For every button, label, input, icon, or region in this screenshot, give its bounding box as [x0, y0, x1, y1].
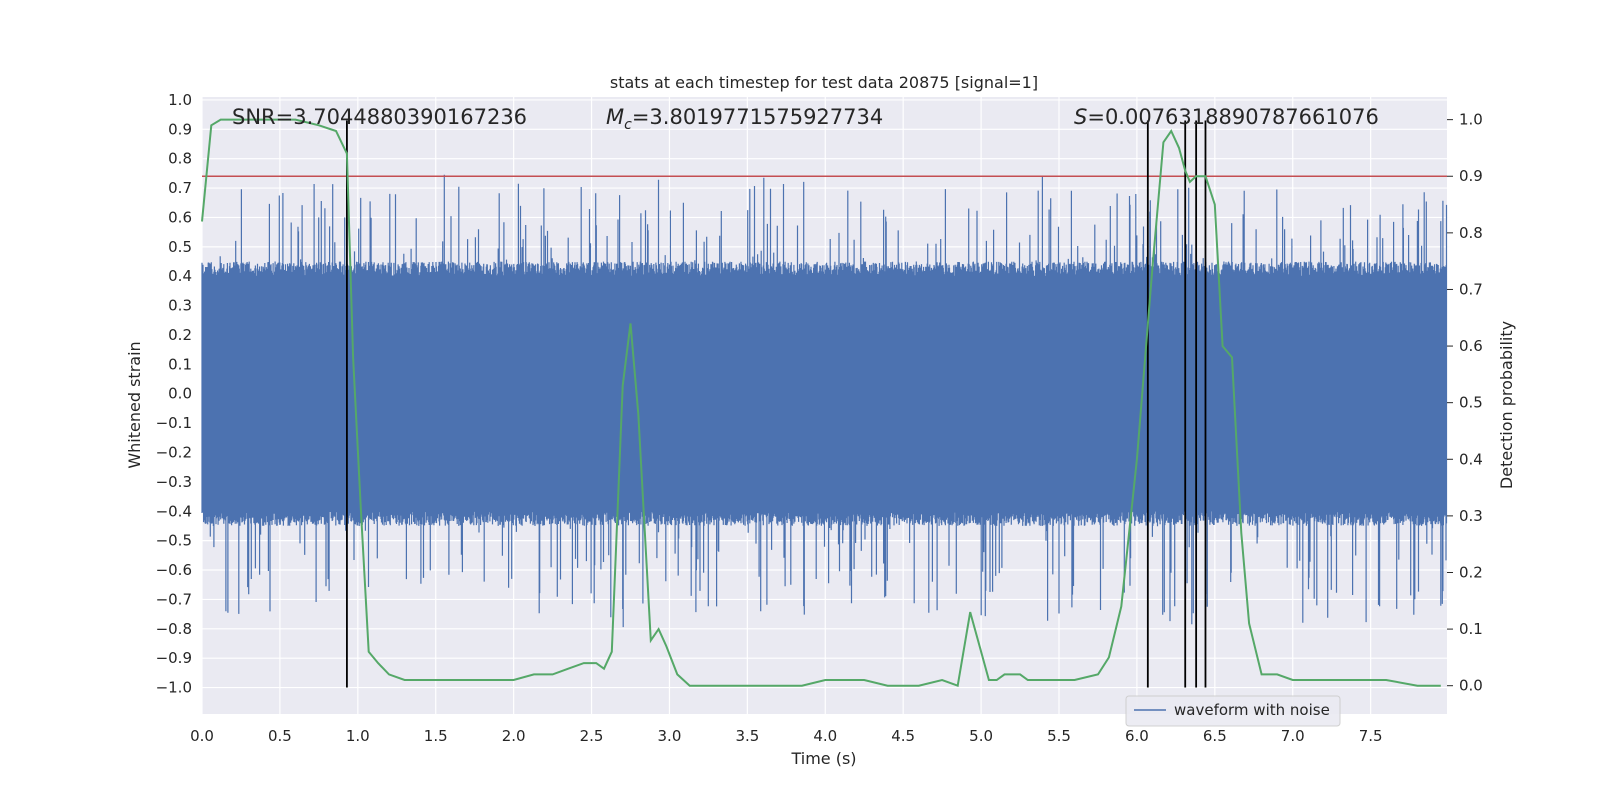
s-symbol: S [1074, 105, 1087, 129]
x-tick-label: 2.0 [502, 727, 526, 745]
y-left-tick-label: −0.7 [156, 590, 192, 608]
x-axis-ticks: 0.0 0.5 1.0 1.5 2.0 2.5 3.0 3.5 4.0 4.5 5.0 5.5 6.0 6… [190, 727, 1383, 745]
x-tick-label: 6.0 [1125, 727, 1149, 745]
y-left-axis-ticks: 1.0 0.9 0.8 0.7 0.6 0.5 0.4 0.3 0.2 0.1 0.0 −0.1 −0.… [156, 91, 192, 697]
y-left-tick-label: 0.6 [168, 208, 192, 226]
y-left-tick-label: 0.7 [168, 179, 192, 197]
y-left-tick-label: 0.4 [168, 267, 192, 285]
detection-probability-series [201, 118, 1441, 688]
mc-value: =3.8019771575927734 [632, 105, 883, 129]
x-tick-label: 7.5 [1359, 727, 1383, 745]
y-right-tick-label: 0.4 [1459, 450, 1483, 468]
y-right-tick-label: 0.6 [1459, 337, 1483, 355]
vertical-markers [346, 120, 1207, 688]
y-left-tick-label: −0.4 [156, 502, 192, 520]
y-left-tick-label: −0.3 [156, 473, 192, 491]
y-left-tick-label: 0.9 [168, 120, 192, 138]
mc-subscript: c [624, 117, 632, 133]
y-left-tick-label: 0.0 [168, 385, 192, 403]
y-left-tick-label: 0.1 [168, 355, 192, 373]
x-axis-label: Time (s) [790, 749, 856, 768]
chart-title: stats at each timestep for test data 208… [610, 73, 1038, 92]
y-right-tick-label: 0.7 [1459, 280, 1483, 298]
y-right-axis-label: Detection probability [1497, 321, 1516, 489]
legend: waveform with noise [1125, 695, 1341, 727]
y-right-tick-label: 0.0 [1459, 677, 1483, 695]
y-right-tick-label: 0.3 [1459, 507, 1483, 525]
y-left-tick-label: 1.0 [168, 91, 192, 109]
x-tick-label: 7.0 [1281, 727, 1305, 745]
y-left-tick-label: −0.2 [156, 444, 192, 462]
mc-symbol: M [606, 105, 624, 129]
mc-annotation: Mc=3.8019771575927734 [606, 105, 883, 133]
y-left-tick-label: −0.8 [156, 620, 192, 638]
x-tick-label: 5.5 [1047, 727, 1071, 745]
y-right-tick-label: 0.1 [1459, 620, 1483, 638]
s-value: =0.007631889078766107​6 [1087, 105, 1379, 129]
x-tick-label: 1.5 [424, 727, 448, 745]
x-tick-label: 0.0 [190, 727, 214, 745]
y-right-tick-label: 1.0 [1459, 111, 1483, 129]
y-left-tick-label: −0.6 [156, 561, 192, 579]
y-left-tick-label: −0.9 [156, 649, 192, 667]
x-tick-label: 6.5 [1203, 727, 1227, 745]
y-right-tick-label: 0.8 [1459, 224, 1483, 242]
x-tick-label: 1.0 [346, 727, 370, 745]
y-left-tick-label: −1.0 [156, 679, 192, 697]
s-annotation: S=0.007631889078766107​6 [1074, 105, 1379, 129]
detection-probability-line [201, 118, 1441, 688]
y-left-tick-label: −0.1 [156, 414, 192, 432]
y-right-axis-ticks: 1.0 0.9 0.8 0.7 0.6 0.5 0.4 0.3 0.2 0.1 0.0 [1447, 111, 1483, 695]
x-tick-label: 5.0 [969, 727, 993, 745]
legend-label-waveform: waveform with noise [1174, 701, 1330, 719]
x-tick-label: 0.5 [268, 727, 292, 745]
y-left-tick-label: 0.8 [168, 150, 192, 168]
y-right-tick-label: 0.9 [1459, 167, 1483, 185]
y-left-tick-label: 0.3 [168, 297, 192, 315]
x-tick-label: 4.5 [891, 727, 915, 745]
x-tick-label: 3.5 [735, 727, 759, 745]
y-left-tick-label: 0.5 [168, 238, 192, 256]
x-tick-label: 3.0 [658, 727, 682, 745]
y-left-axis-label: Whitened strain [125, 341, 144, 468]
y-right-tick-label: 0.2 [1459, 563, 1483, 581]
x-tick-label: 4.0 [813, 727, 837, 745]
legend-box [1125, 695, 1341, 727]
y-left-tick-label: −0.5 [156, 532, 192, 550]
y-left-tick-label: 0.2 [168, 326, 192, 344]
snr-annotation: SNR=3.7044880390167236 [232, 105, 527, 129]
x-tick-label: 2.5 [580, 727, 604, 745]
y-right-tick-label: 0.5 [1459, 394, 1483, 412]
waveform-core [202, 299, 1447, 512]
waveform-series [201, 174, 1448, 628]
